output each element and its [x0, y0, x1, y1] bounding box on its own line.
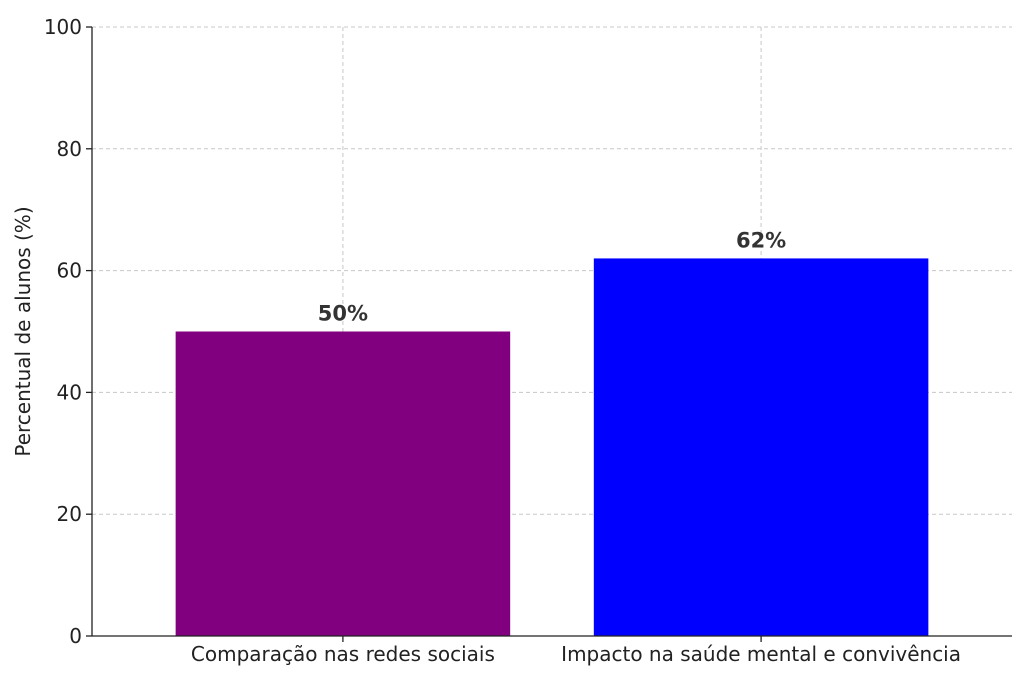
y-tick-label: 0: [69, 624, 82, 648]
y-axis-label: Percentual de alunos (%): [11, 206, 35, 456]
x-tick-label: Impacto na saúde mental e convivência: [561, 642, 961, 666]
y-tick-label: 60: [57, 259, 82, 283]
y-tick-label: 40: [57, 380, 82, 404]
y-ticks: 0 20 40 60 80 100: [44, 15, 92, 648]
bar: [593, 258, 929, 636]
data-label: 50%: [318, 302, 368, 326]
y-tick-label: 80: [57, 137, 82, 161]
x-ticks: Comparação nas redes sociais Impacto na s…: [191, 636, 961, 666]
y-tick-label: 20: [57, 502, 82, 526]
y-tick-label: 100: [44, 15, 82, 39]
bars: [175, 258, 929, 636]
data-labels: 50% 62%: [318, 228, 786, 325]
x-tick-label: Comparação nas redes sociais: [191, 642, 495, 666]
bar: [175, 331, 511, 636]
data-label: 62%: [736, 228, 786, 252]
axes: [91, 27, 1012, 637]
